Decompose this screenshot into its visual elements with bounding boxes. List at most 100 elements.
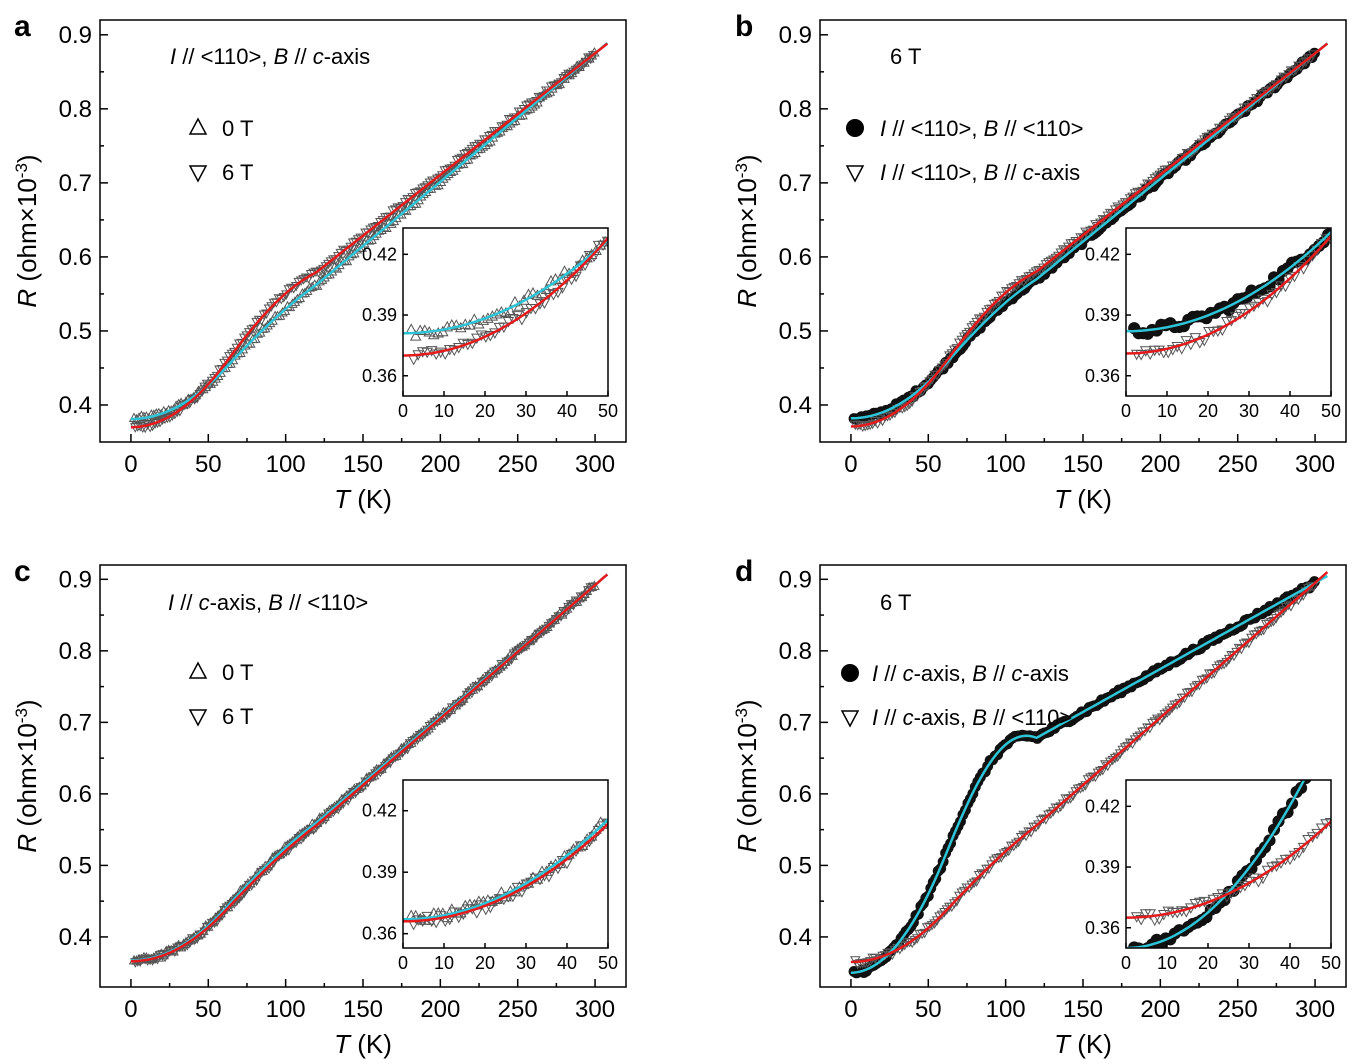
panel-annotation: 6 T xyxy=(890,44,921,69)
text-part: c xyxy=(199,590,210,615)
y-tick-label: 0.6 xyxy=(59,244,92,271)
text-part: 10 xyxy=(732,723,762,752)
data-point xyxy=(1290,594,1302,605)
data-point xyxy=(432,327,445,338)
x-tick-label: 200 xyxy=(1140,451,1180,478)
data-point xyxy=(427,328,440,340)
panel-annotation: I // c-axis, B // <110> xyxy=(168,590,368,615)
x-axis-title: T (K) xyxy=(334,484,392,514)
data-point xyxy=(1135,350,1147,361)
text-part: // xyxy=(174,590,198,615)
y-tick-label: 0.4 xyxy=(779,924,812,951)
x-tick-label: 30 xyxy=(516,953,536,973)
data-point xyxy=(448,345,461,357)
legend-label: 0 T xyxy=(222,116,253,141)
fit-curve-cyan xyxy=(850,574,1329,974)
x-tick-label: 0 xyxy=(124,451,137,478)
text-part: 10 xyxy=(12,178,42,207)
data-point xyxy=(1318,732,1329,743)
panel-letter: b xyxy=(735,10,753,43)
text-part: -3 xyxy=(732,708,751,723)
y-tick-label: 0.5 xyxy=(59,852,92,879)
legend-marker-triangle-up xyxy=(188,117,208,135)
data-point xyxy=(130,958,141,968)
text-part: -axis, xyxy=(210,590,269,615)
x-tick-label: 30 xyxy=(1239,953,1259,973)
data-point xyxy=(1302,256,1314,267)
data-point xyxy=(1154,170,1165,181)
text-part: 6 T xyxy=(880,590,911,615)
x-tick-label: 40 xyxy=(557,401,577,421)
data-point xyxy=(504,304,517,316)
y-axis-title: R (ohm×10-3) xyxy=(732,154,763,307)
data-point xyxy=(417,184,428,194)
x-tick-label: 150 xyxy=(1063,451,1103,478)
legend-label: I // <110>, B // c-axis xyxy=(880,160,1080,185)
panel-letter: a xyxy=(14,10,31,43)
inset-fit-red xyxy=(1126,820,1331,919)
text-part: T xyxy=(1054,1029,1072,1059)
inset-frame xyxy=(402,779,609,949)
text-part: // xyxy=(288,44,312,69)
data-point xyxy=(1311,828,1323,840)
x-tick-label: 100 xyxy=(266,996,306,1023)
text-part: T xyxy=(334,484,352,514)
text-part: // <110> xyxy=(987,705,1072,730)
text-part: (ohm xyxy=(732,222,762,288)
text-part: // xyxy=(878,661,902,686)
text-part: -axis xyxy=(1034,160,1080,185)
text-part: × xyxy=(12,752,42,767)
y-tick-label: 0.9 xyxy=(59,566,92,593)
data-point xyxy=(430,349,443,360)
text-part: -3 xyxy=(12,708,31,723)
text-part: × xyxy=(732,752,762,767)
y-tick-label: 0.8 xyxy=(59,638,92,665)
x-tick-label: 50 xyxy=(598,401,618,421)
text-part: -axis xyxy=(1022,661,1068,686)
text-part: (K) xyxy=(1070,1029,1112,1059)
data-point xyxy=(226,349,238,360)
text-part: T xyxy=(334,1029,352,1059)
y-axis-title: R (ohm×10-3) xyxy=(732,699,763,852)
data-point xyxy=(1180,907,1193,918)
x-tick-label: 10 xyxy=(434,953,454,973)
text-part: (ohm xyxy=(12,767,42,833)
text-part: R xyxy=(732,289,762,308)
y-tick-label: 0.7 xyxy=(779,709,812,736)
y-tick-label: 0.39 xyxy=(362,862,397,882)
y-tick-label: 0.5 xyxy=(59,318,92,345)
legend-marker-triangle-down xyxy=(845,165,865,183)
text-part: (ohm xyxy=(12,222,42,288)
y-tick-label: 0.42 xyxy=(1085,244,1120,264)
y-tick-label: 0.42 xyxy=(362,244,397,264)
data-point xyxy=(1226,650,1237,661)
data-point xyxy=(496,122,507,132)
text-part: R xyxy=(732,834,762,853)
fit-curve-red xyxy=(130,573,609,963)
y-tick-label: 0.36 xyxy=(1085,366,1120,386)
data-point xyxy=(287,298,298,308)
data-point xyxy=(1314,743,1325,754)
legend-marker-triangle-up xyxy=(188,661,208,679)
data-point xyxy=(862,958,873,968)
text-part: B xyxy=(972,705,987,730)
legend-marker-triangle-down xyxy=(840,710,860,728)
y-tick-label: 0.9 xyxy=(779,566,812,593)
inset-fit-cyan xyxy=(403,818,608,921)
text-part: B xyxy=(984,160,999,185)
data-point xyxy=(1216,325,1229,337)
inset-plot xyxy=(403,816,608,931)
y-tick-label: 0.6 xyxy=(59,781,92,808)
x-tick-label: 50 xyxy=(195,996,222,1023)
x-tick-label: 40 xyxy=(557,953,577,973)
data-point xyxy=(1162,906,1175,918)
text-part: // xyxy=(878,705,902,730)
y-tick-label: 0.39 xyxy=(1085,305,1120,325)
x-tick-label: 200 xyxy=(420,996,460,1023)
x-tick-label: 250 xyxy=(498,451,538,478)
data-point xyxy=(1144,909,1156,920)
y-tick-label: 0.9 xyxy=(779,22,812,49)
text-part: c xyxy=(903,705,914,730)
